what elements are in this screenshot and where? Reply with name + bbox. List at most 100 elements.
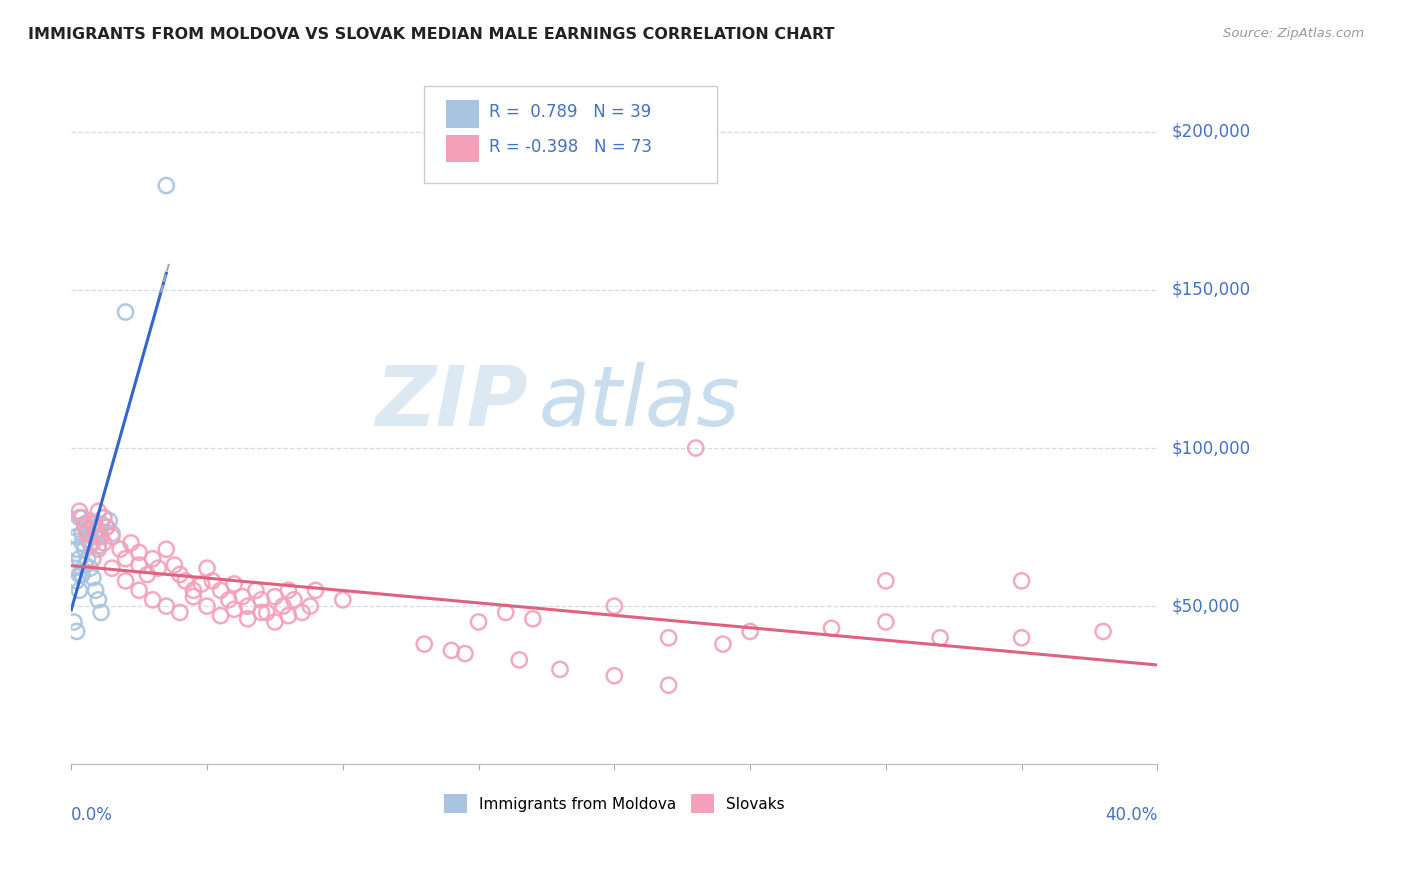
Point xyxy=(231,590,253,604)
Point xyxy=(1011,631,1033,645)
Text: atlas: atlas xyxy=(538,362,740,443)
Point xyxy=(245,583,267,598)
Point xyxy=(183,583,205,598)
Point xyxy=(128,558,150,572)
Text: IMMIGRANTS FROM MOLDOVA VS SLOVAK MEDIAN MALE EARNINGS CORRELATION CHART: IMMIGRANTS FROM MOLDOVA VS SLOVAK MEDIAN… xyxy=(28,27,835,42)
Point xyxy=(277,608,299,623)
Point xyxy=(67,567,90,582)
Point xyxy=(101,526,124,541)
Point xyxy=(114,551,136,566)
Text: R = -0.398   N = 73: R = -0.398 N = 73 xyxy=(489,138,652,156)
Point xyxy=(84,523,107,537)
Point xyxy=(711,637,734,651)
Point xyxy=(101,561,124,575)
Point xyxy=(256,606,278,620)
Point xyxy=(658,678,681,692)
Text: 40.0%: 40.0% xyxy=(1105,806,1157,824)
FancyBboxPatch shape xyxy=(446,100,478,128)
Point xyxy=(277,583,299,598)
Legend: Immigrants from Moldova, Slovaks: Immigrants from Moldova, Slovaks xyxy=(437,789,792,819)
Point xyxy=(63,520,86,534)
Point xyxy=(120,536,142,550)
Text: Source: ZipAtlas.com: Source: ZipAtlas.com xyxy=(1223,27,1364,40)
Point xyxy=(93,510,115,524)
Point xyxy=(128,583,150,598)
Point xyxy=(87,523,110,537)
FancyBboxPatch shape xyxy=(446,135,478,162)
Point xyxy=(87,504,110,518)
Point xyxy=(142,551,165,566)
Point xyxy=(93,510,115,524)
Point xyxy=(82,536,104,550)
Point xyxy=(155,178,177,193)
Point xyxy=(291,606,314,620)
Point xyxy=(155,542,177,557)
Point xyxy=(201,574,224,588)
Point xyxy=(236,599,259,614)
Point xyxy=(67,504,90,518)
Point xyxy=(128,545,150,559)
Point xyxy=(658,631,681,645)
Point xyxy=(90,516,112,531)
Point xyxy=(209,608,232,623)
Point xyxy=(96,520,118,534)
Point xyxy=(454,647,477,661)
Point xyxy=(195,561,218,575)
Point xyxy=(820,621,842,635)
Point xyxy=(136,567,159,582)
Point xyxy=(76,523,98,537)
Point xyxy=(183,590,205,604)
Point xyxy=(87,542,110,557)
Point xyxy=(73,542,96,557)
Point xyxy=(495,606,517,620)
Point xyxy=(87,539,110,553)
Point xyxy=(195,599,218,614)
Point xyxy=(70,567,93,582)
Text: $200,000: $200,000 xyxy=(1171,123,1250,141)
Point xyxy=(87,592,110,607)
Point xyxy=(76,526,98,541)
Point xyxy=(1092,624,1115,639)
Point xyxy=(209,583,232,598)
Point xyxy=(174,574,197,588)
Point xyxy=(142,592,165,607)
Point xyxy=(73,558,96,572)
Point xyxy=(73,516,96,531)
Point xyxy=(163,558,186,572)
Point xyxy=(146,561,169,575)
Point xyxy=(93,536,115,550)
Point xyxy=(738,624,761,639)
Point xyxy=(603,669,626,683)
Point xyxy=(264,615,287,629)
Point xyxy=(76,551,98,566)
Point xyxy=(875,615,897,629)
Point xyxy=(79,514,101,528)
Point xyxy=(929,631,952,645)
Point xyxy=(108,542,131,557)
Point xyxy=(283,592,305,607)
Point xyxy=(299,599,322,614)
Point xyxy=(190,577,212,591)
Text: $50,000: $50,000 xyxy=(1171,597,1240,615)
Point xyxy=(63,615,86,629)
Point xyxy=(224,602,246,616)
Text: $100,000: $100,000 xyxy=(1171,439,1250,457)
Point xyxy=(508,653,530,667)
Point xyxy=(98,514,121,528)
Point xyxy=(82,551,104,566)
Point xyxy=(76,533,98,547)
Point xyxy=(218,592,240,607)
FancyBboxPatch shape xyxy=(425,86,717,184)
Point xyxy=(90,530,112,544)
Point xyxy=(250,592,273,607)
Point xyxy=(67,510,90,524)
Point xyxy=(96,520,118,534)
Point xyxy=(67,551,90,566)
Point xyxy=(79,561,101,575)
Point xyxy=(84,583,107,598)
Point xyxy=(169,606,191,620)
Point xyxy=(603,599,626,614)
Text: R =  0.789   N = 39: R = 0.789 N = 39 xyxy=(489,103,651,121)
Point xyxy=(82,520,104,534)
Point xyxy=(67,583,90,598)
